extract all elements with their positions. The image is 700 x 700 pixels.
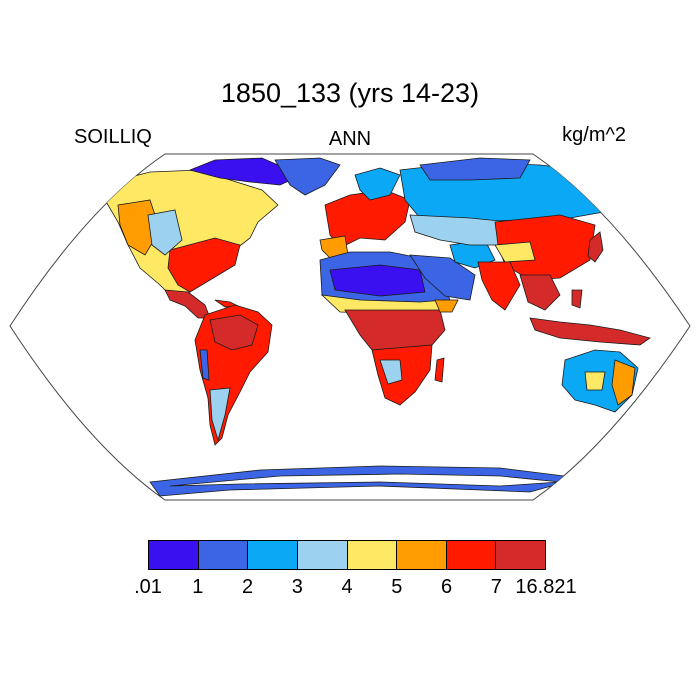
colorbar-box-6 [446, 541, 497, 569]
patagonia [209, 387, 231, 442]
colorbar-tick-label: 2 [241, 576, 254, 598]
central-asia [409, 214, 511, 246]
philippines [571, 289, 583, 309]
variable-label: SOILLIQ [74, 126, 152, 148]
colorbar-box-0 [149, 541, 199, 569]
colorbar-box-1 [198, 541, 249, 569]
colorbar-box-2 [248, 541, 298, 569]
colorbar-tick-label: 5 [391, 576, 403, 598]
amazon [209, 314, 259, 351]
southeast-asia [519, 274, 561, 311]
colorbar-box-3 [297, 541, 348, 569]
madagascar [434, 357, 445, 383]
greenland [274, 157, 341, 196]
arabia [409, 254, 476, 301]
scandinavia [354, 167, 401, 201]
colorbar-tick-label: 6 [440, 576, 453, 598]
colorbar-tick-label: .01 [134, 576, 162, 598]
kalahari [379, 359, 403, 385]
colorbar-tick-label: 16.821 [515, 576, 577, 598]
new-zealand [644, 399, 666, 425]
colorbar-tick-label: 1 [192, 576, 204, 598]
australia-east [611, 359, 636, 406]
colorbar-box-4 [347, 541, 398, 569]
season-label: ANN [328, 128, 372, 150]
colorbar-box-5 [397, 541, 447, 569]
colorbar-tick-label: 3 [291, 576, 303, 598]
sahara-core [329, 264, 426, 297]
great-plains [147, 209, 183, 256]
tibet [494, 241, 536, 263]
japan [587, 231, 604, 263]
india [477, 261, 521, 311]
colorbar-tick-label: 4 [341, 576, 353, 598]
colorbar [148, 540, 546, 570]
north-america-east [167, 237, 241, 293]
north-america-west [117, 199, 161, 256]
siberia-north [419, 157, 531, 181]
atacama [199, 349, 210, 381]
australia-interior [584, 371, 606, 391]
indonesia [529, 317, 651, 346]
horn-of-africa [434, 299, 459, 313]
units-label: kg/m^2 [562, 124, 626, 146]
colorbar-box-7 [496, 541, 545, 569]
plot-title: 1850_133 (yrs 14-23) [220, 78, 480, 108]
colorbar-tick-label: 7 [490, 576, 502, 598]
